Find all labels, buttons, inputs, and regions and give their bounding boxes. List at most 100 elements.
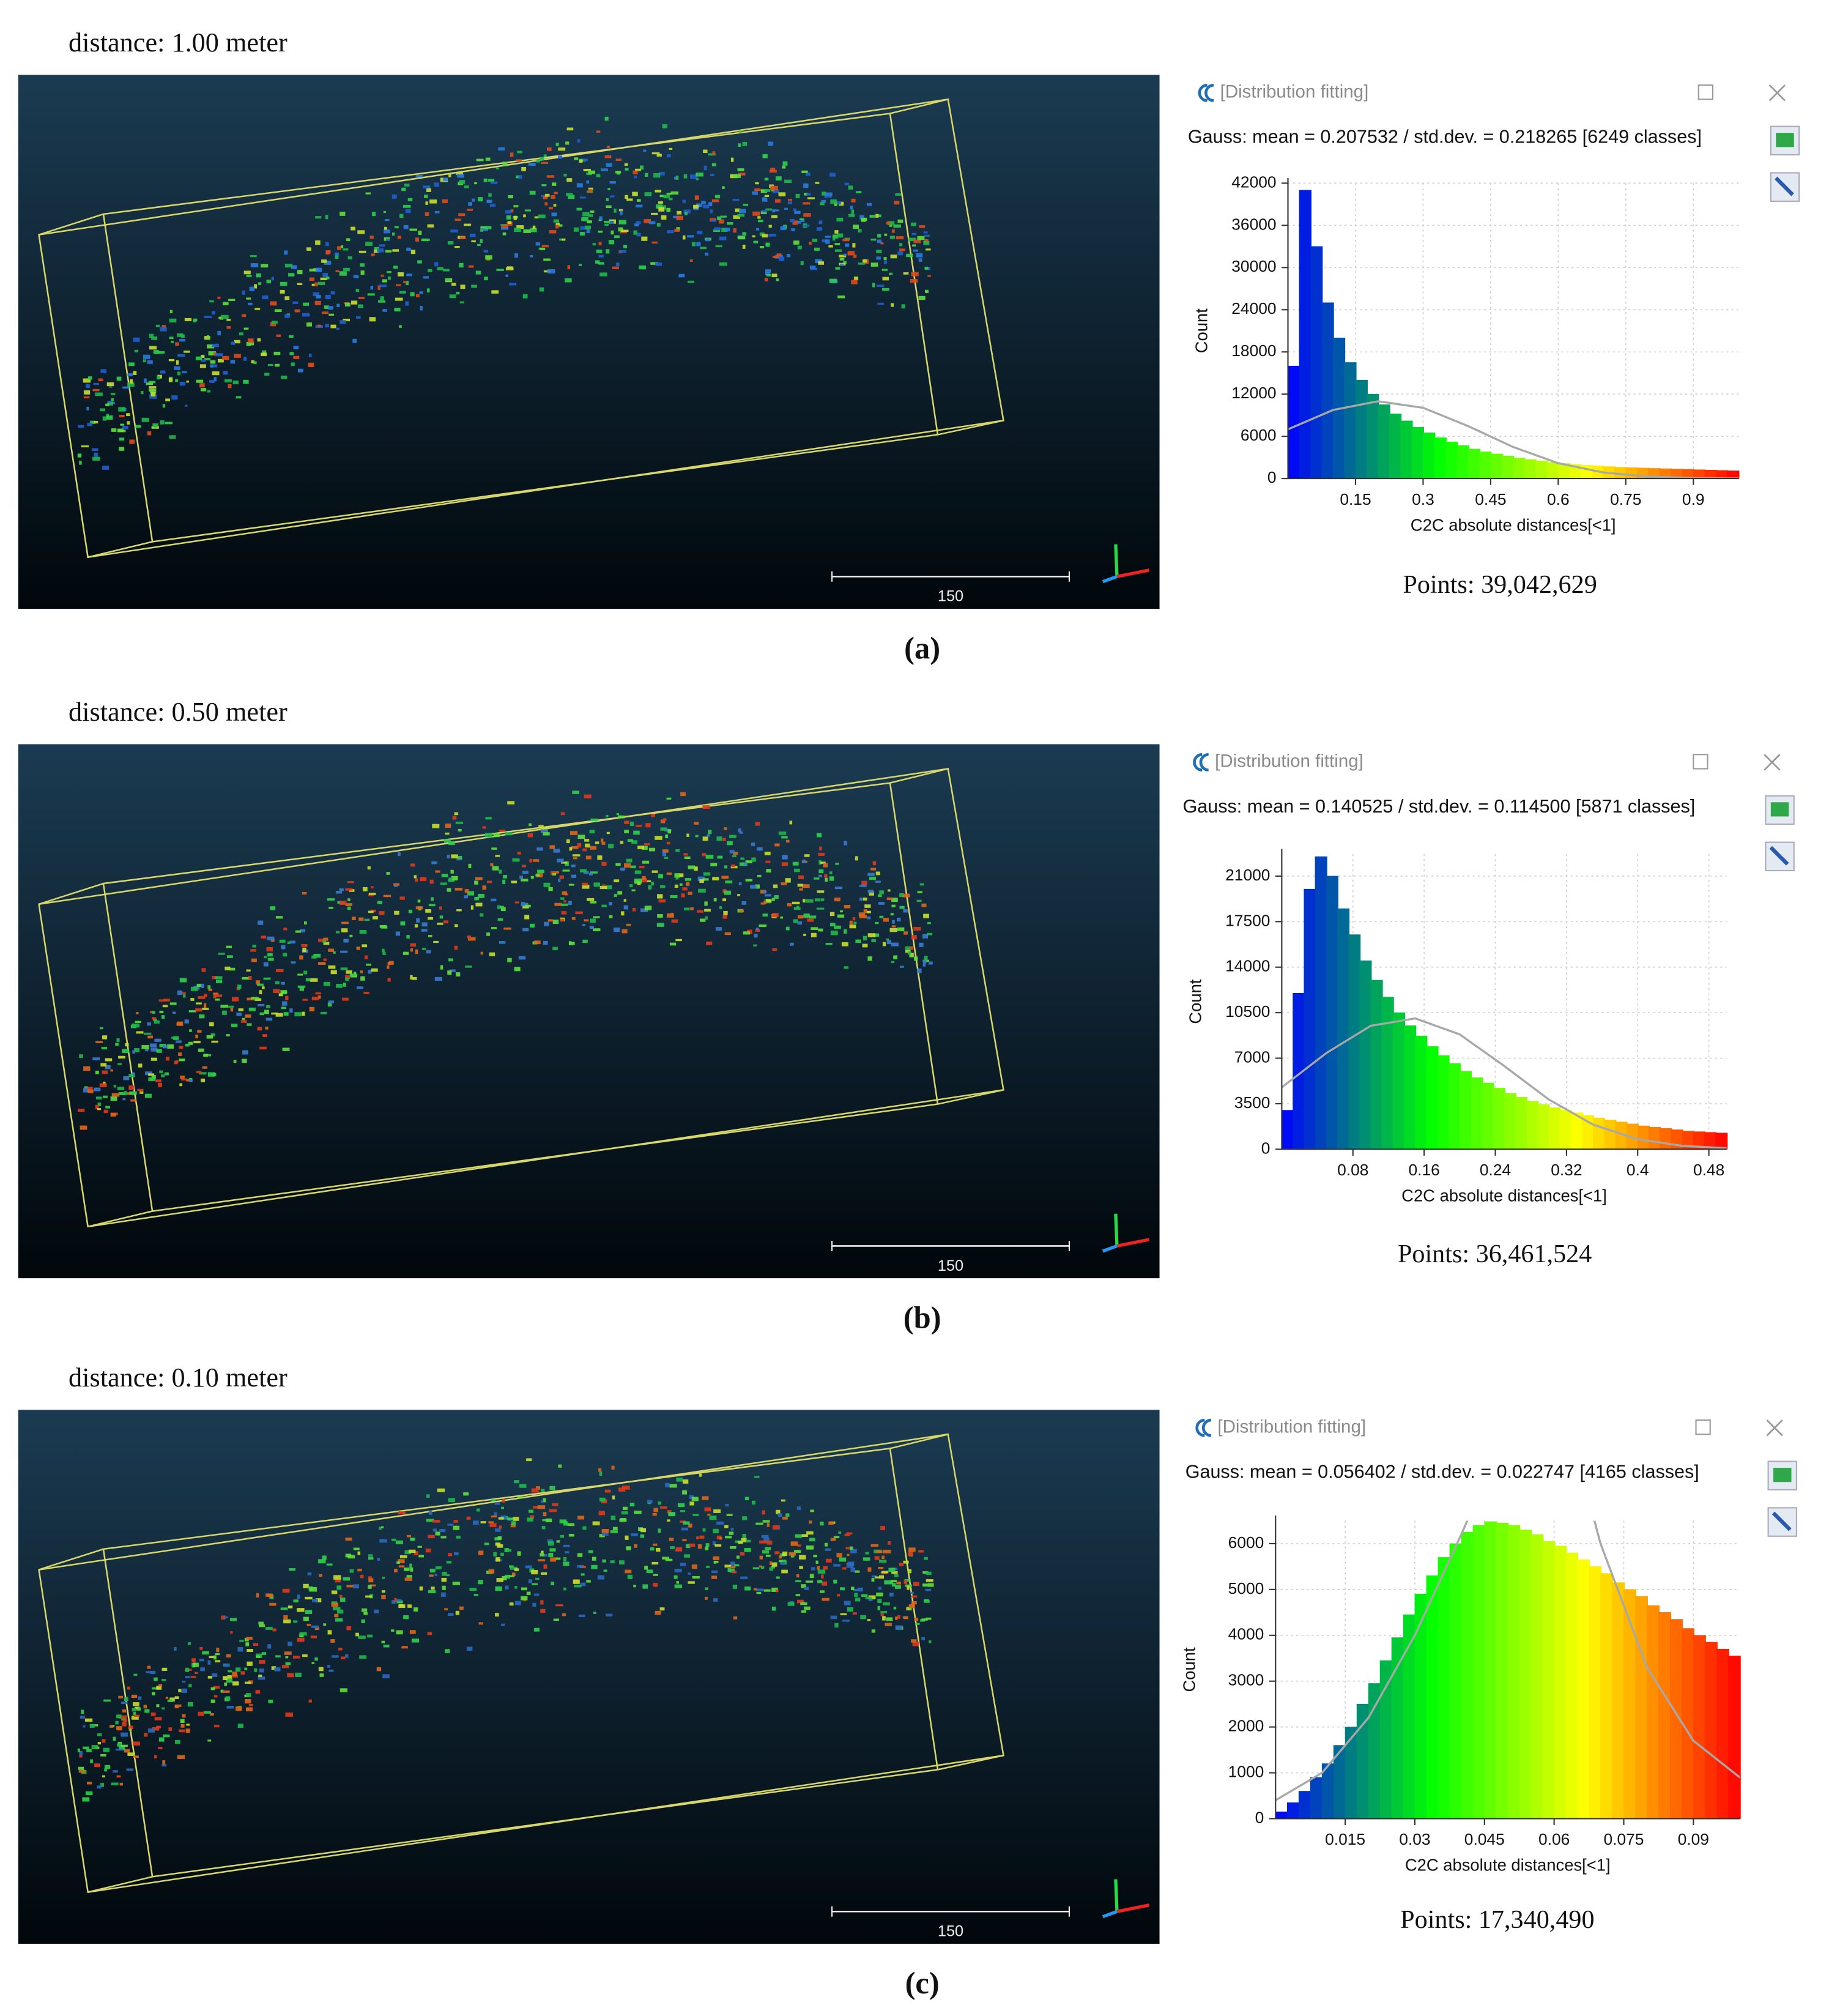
- cloud-point: [896, 236, 904, 240]
- cloud-point: [927, 932, 933, 935]
- cloud-point: [428, 904, 436, 907]
- cloud-point: [160, 327, 167, 332]
- cloud-point: [828, 1522, 834, 1525]
- cloud-point: [247, 1661, 253, 1666]
- cloud-point: [815, 1560, 818, 1564]
- cloud-point: [538, 825, 544, 828]
- cloud-point: [811, 932, 817, 937]
- cloud-point: [454, 924, 458, 928]
- cloud-point: [533, 1627, 540, 1632]
- cloud-point: [339, 1594, 343, 1598]
- cloud-point: [339, 1688, 347, 1692]
- cloud-point: [367, 1634, 373, 1638]
- cloud-point: [762, 1550, 770, 1554]
- cloud-point: [362, 887, 368, 891]
- cloud-point: [480, 228, 488, 231]
- cloud-point: [825, 943, 833, 945]
- cloud-point: [837, 914, 845, 918]
- cloud-point: [109, 385, 113, 389]
- cloud-point: [711, 199, 719, 203]
- cloud-point: [697, 910, 703, 913]
- cloud-point: [240, 1020, 247, 1023]
- cloud-point: [711, 163, 716, 166]
- cloud-point: [526, 1591, 531, 1596]
- cloud-point: [667, 1519, 670, 1522]
- cloud-point: [162, 1005, 168, 1008]
- cloud-point: [97, 1103, 102, 1106]
- cloud-point: [619, 1560, 625, 1564]
- cloud-point: [450, 869, 454, 874]
- cloud-point: [161, 1074, 165, 1077]
- cloud-point: [242, 314, 247, 318]
- cloud-point: [514, 1480, 519, 1484]
- cloud-point: [702, 878, 709, 881]
- cloud-point: [129, 379, 133, 384]
- cloud-point: [249, 286, 255, 291]
- histogram-bar: [1321, 302, 1334, 479]
- cloud-point: [777, 1527, 781, 1529]
- cloud-point: [821, 199, 826, 203]
- cloud-point: [209, 1656, 216, 1659]
- cloud-point: [468, 265, 474, 268]
- cloud-point: [724, 890, 732, 895]
- cloud-point: [899, 1563, 904, 1566]
- cloud-point: [404, 1577, 412, 1581]
- cloud-point: [761, 209, 767, 213]
- cloud-point: [681, 893, 685, 898]
- cloud-point: [822, 1598, 829, 1601]
- cloud-point: [880, 242, 884, 245]
- cloud-point: [599, 216, 603, 221]
- cloud-point: [579, 869, 587, 872]
- cloud-point: [683, 209, 691, 214]
- cloud-point: [855, 1598, 861, 1602]
- cloud-point: [94, 421, 98, 424]
- cloud-point: [521, 902, 525, 907]
- cloud-point: [116, 1775, 121, 1778]
- cloud-point: [878, 1566, 884, 1569]
- cloud-point: [766, 899, 772, 902]
- cloud-point: [258, 920, 264, 925]
- cloud-point: [892, 920, 895, 924]
- cloud-point: [777, 1513, 782, 1517]
- cloud-point: [339, 211, 346, 216]
- cloud-point: [913, 1582, 919, 1586]
- cloud-point: [168, 359, 175, 362]
- cloud-point: [178, 1052, 182, 1056]
- cloud-point: [151, 336, 158, 340]
- cloud-point: [406, 273, 412, 277]
- cloud-point: [150, 1670, 156, 1675]
- cloud-point: [189, 1029, 192, 1032]
- cloud-point: [596, 249, 603, 253]
- cloud-point: [530, 228, 537, 232]
- cloud-point: [870, 239, 877, 241]
- cloud-point: [199, 1014, 205, 1019]
- cloud-point: [207, 344, 215, 349]
- cloud-point: [396, 284, 401, 286]
- cloud-point: [781, 1569, 788, 1574]
- cloud-point: [267, 1644, 272, 1649]
- cloud-point: [653, 1543, 658, 1546]
- cloud-point: [313, 953, 321, 958]
- cloud-point: [804, 854, 810, 857]
- cloud-point: [541, 162, 549, 165]
- cloud-point: [762, 234, 768, 238]
- cloud-point: [119, 1746, 125, 1750]
- cloud-point: [285, 995, 289, 1000]
- histogram-bar: [1649, 1126, 1661, 1150]
- cloud-point: [538, 214, 546, 218]
- cloud-point: [162, 404, 166, 408]
- cloud-point: [212, 371, 220, 376]
- cloud-point: [844, 182, 849, 185]
- cloud-point: [601, 838, 604, 842]
- cloud-point: [435, 1566, 442, 1569]
- cloud-point: [323, 937, 328, 941]
- cloud-point: [491, 1516, 497, 1518]
- cloud-point: [213, 1073, 217, 1076]
- cloud-point: [122, 1722, 127, 1727]
- cloud-point: [735, 208, 741, 212]
- cloud-point: [258, 282, 262, 285]
- cloud-point: [552, 920, 559, 924]
- cloud-point: [336, 931, 340, 934]
- cloud-point: [806, 899, 814, 903]
- cloud-point: [578, 1614, 585, 1618]
